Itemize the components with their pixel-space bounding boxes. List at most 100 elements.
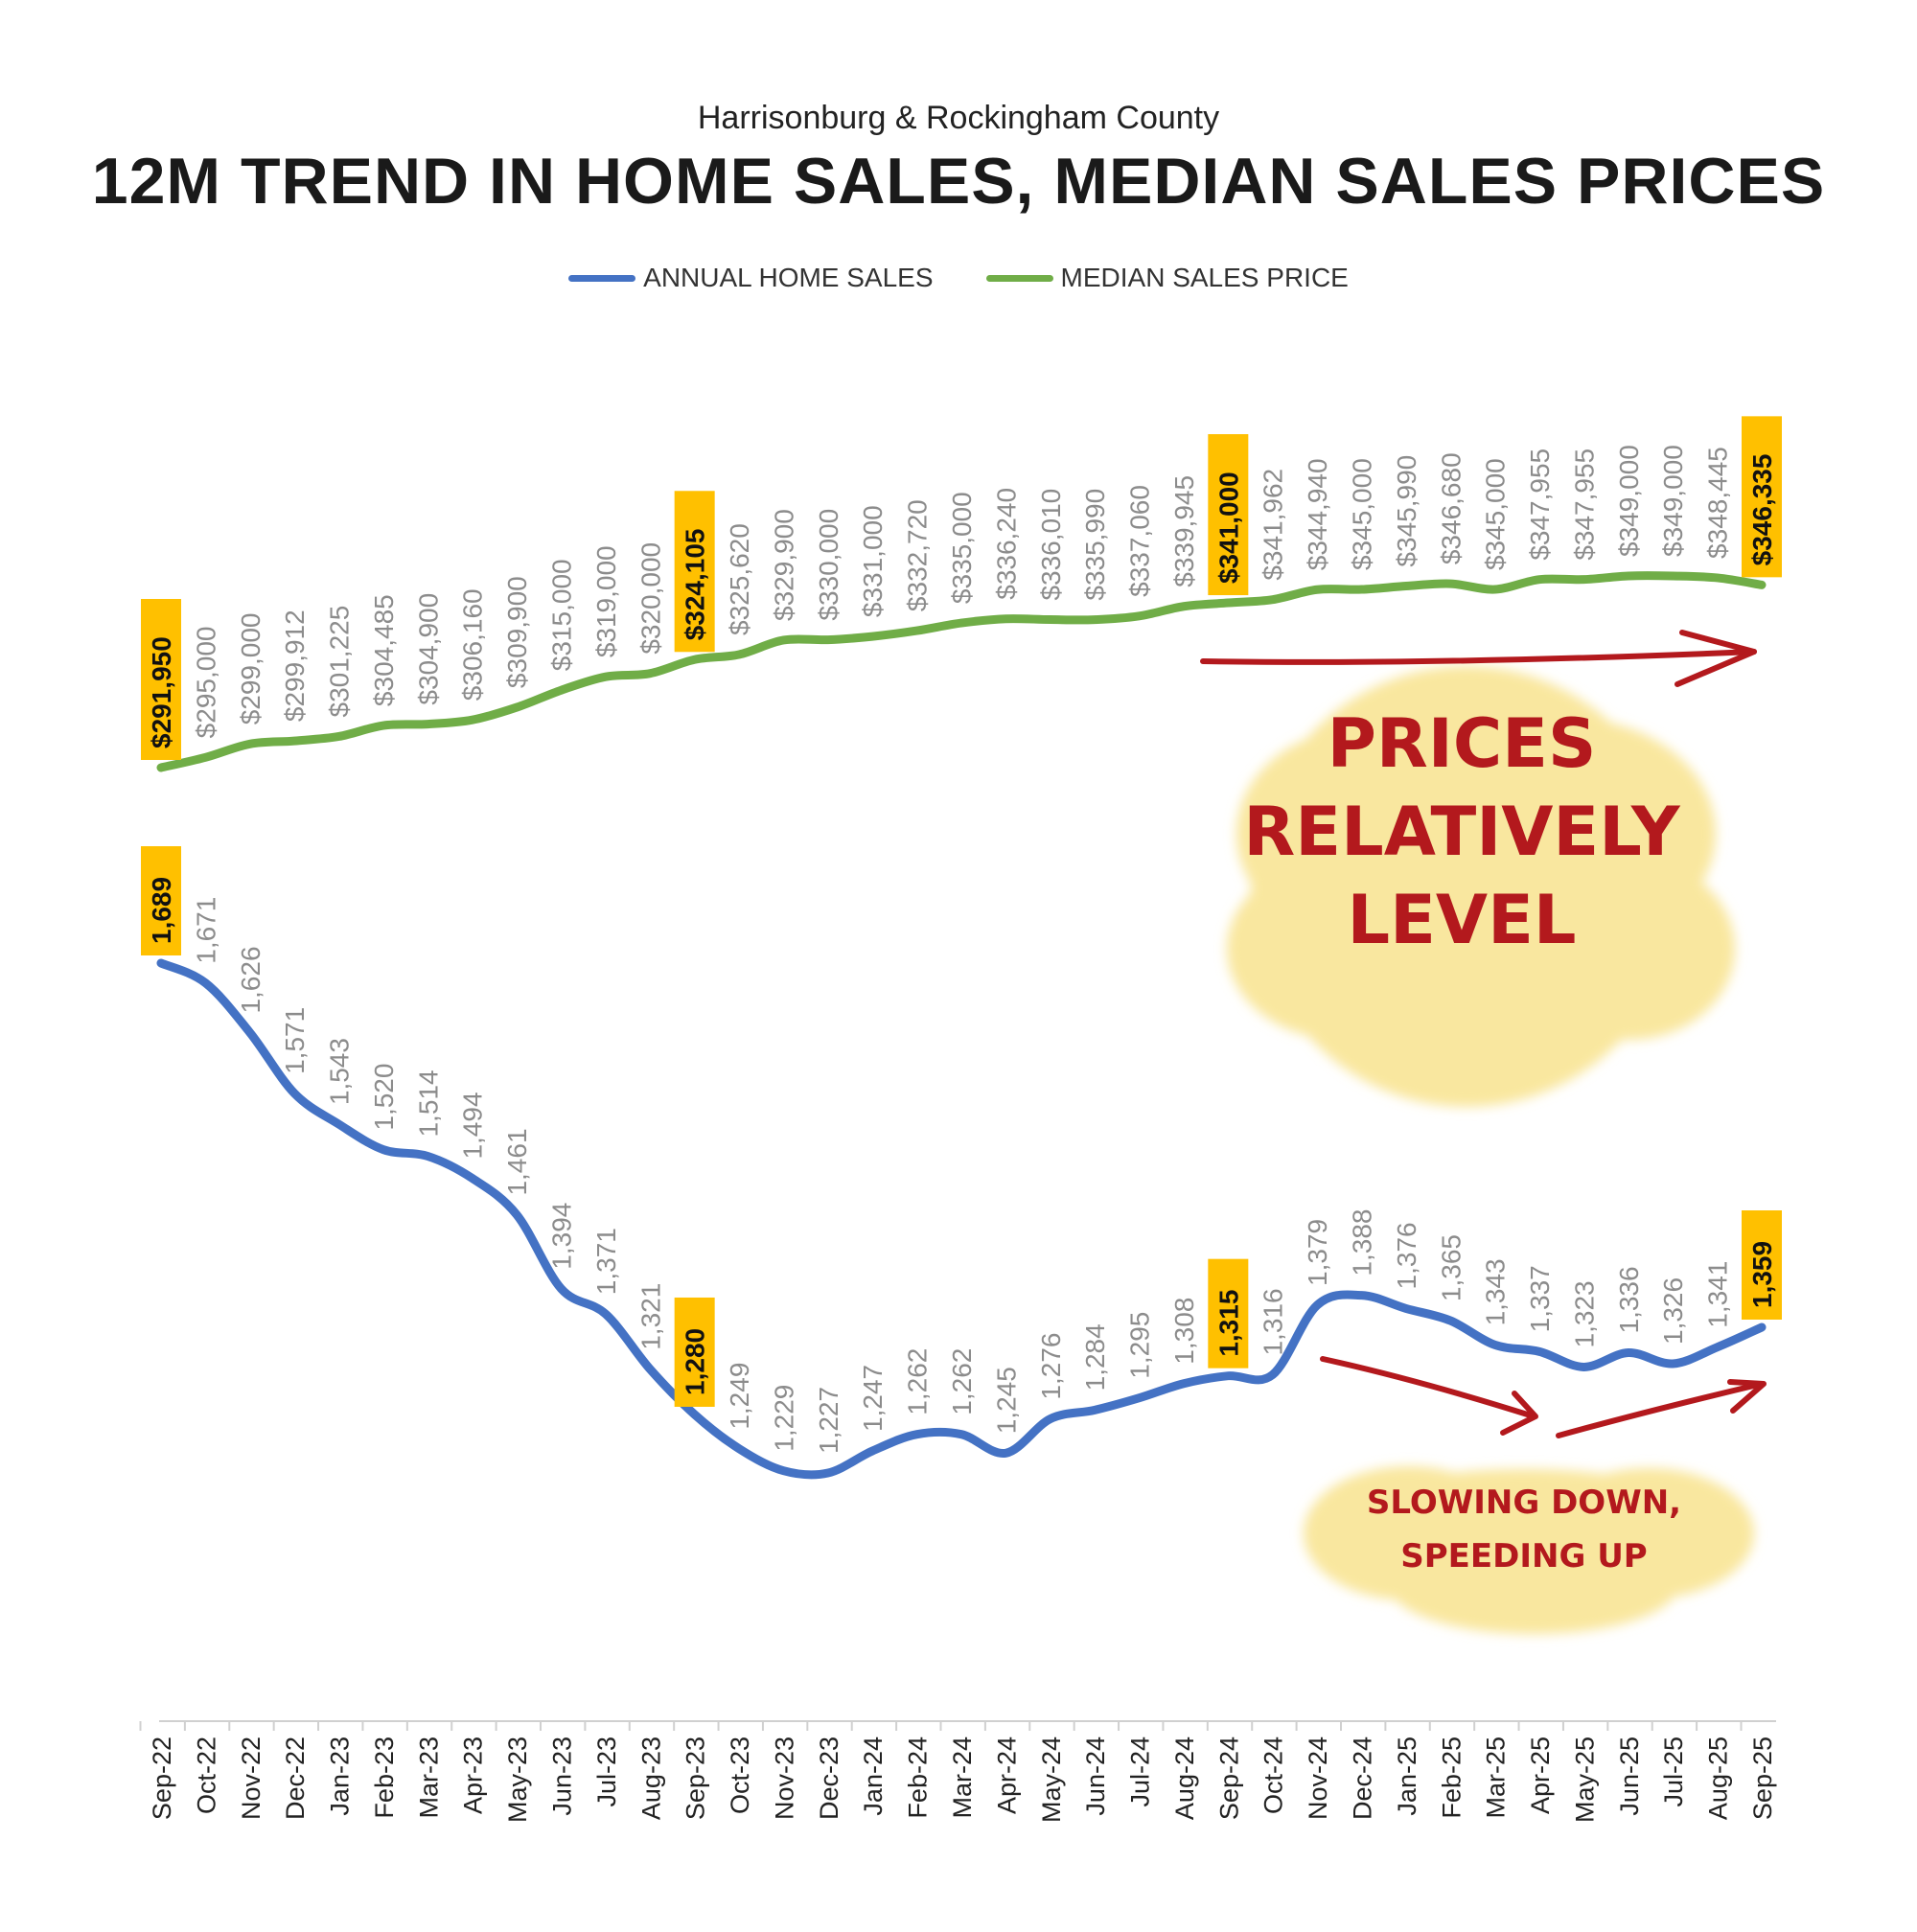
x-axis-tick-label-2: Nov-22: [237, 1736, 266, 1820]
data-label-sales-29: 1,365: [1436, 1234, 1466, 1301]
data-label-price-30: $345,000: [1481, 458, 1511, 570]
x-axis-tick-label-28: Jan-25: [1393, 1736, 1421, 1816]
data-label-sales-26: 1,379: [1303, 1219, 1332, 1286]
sales-note-line-2: SPEEDING UP: [1400, 1537, 1648, 1576]
x-axis-tick-label-34: Jul-25: [1659, 1736, 1688, 1807]
x-axis-tick-label-24: Sep-24: [1214, 1736, 1243, 1820]
data-label-price-11: $320,000: [635, 542, 665, 655]
sales-note-line-1: SLOWING DOWN,: [1366, 1484, 1682, 1522]
data-label-price-16: $331,000: [858, 505, 888, 617]
legend-item-price: MEDIAN SALES PRICE: [985, 263, 1349, 293]
data-label-price-20: $336,010: [1036, 489, 1066, 601]
data-label-sales-12: 1,280: [681, 1328, 710, 1395]
data-label-price-0: $291,950: [147, 636, 176, 748]
data-label-price-34: $349,000: [1658, 445, 1688, 557]
data-label-price-22: $337,060: [1125, 485, 1155, 597]
data-label-sales-5: 1,520: [369, 1064, 399, 1131]
x-axis-tick-label-33: Jun-25: [1615, 1736, 1644, 1816]
data-label-price-12: $324,105: [681, 528, 710, 640]
data-label-price-10: $319,000: [591, 545, 621, 657]
data-label-price-17: $332,720: [903, 499, 933, 611]
x-axis-tick-label-31: Apr-25: [1526, 1736, 1555, 1814]
data-label-price-4: $301,225: [325, 606, 355, 718]
data-label-price-1: $295,000: [191, 627, 220, 739]
data-label-sales-1: 1,671: [191, 897, 220, 964]
data-label-price-23: $339,945: [1169, 475, 1199, 587]
data-label-sales-23: 1,308: [1169, 1298, 1199, 1365]
data-label-sales-22: 1,295: [1125, 1312, 1155, 1379]
data-label-sales-0: 1,689: [147, 877, 176, 944]
data-label-price-33: $349,000: [1614, 445, 1644, 557]
prices-arrow-shaft: [1200, 649, 1757, 665]
data-label-price-35: $348,445: [1703, 447, 1733, 559]
x-axis-tick-label-27: Dec-24: [1349, 1736, 1377, 1820]
data-label-price-5: $304,485: [369, 594, 399, 706]
data-label-price-13: $325,620: [725, 523, 754, 635]
data-label-sales-8: 1,461: [502, 1128, 532, 1195]
prices-arrow-head: [1674, 630, 1757, 687]
chart-title: 12M TREND IN HOME SALES, MEDIAN SALES PR…: [91, 145, 1826, 218]
x-axis-tick-label-8: May-23: [503, 1736, 532, 1823]
data-label-sales-21: 1,284: [1080, 1323, 1110, 1391]
series-line-sales: [156, 958, 1767, 1480]
data-label-sales-13: 1,249: [725, 1363, 754, 1430]
legend-label-price: MEDIAN SALES PRICE: [1060, 263, 1349, 292]
speeding-arrow-shaft: [1556, 1381, 1765, 1438]
data-label-sales-33: 1,336: [1614, 1266, 1644, 1333]
data-label-sales-30: 1,343: [1481, 1258, 1511, 1325]
data-label-highlight-price-24: [1208, 434, 1249, 596]
data-label-price-27: $345,000: [1348, 458, 1377, 570]
slowing-down-speeding-up-note: SLOWING DOWN, SPEEDING UP: [1328, 1476, 1721, 1583]
x-axis-tick-label-9: Jun-23: [548, 1736, 577, 1816]
x-axis-tick-label-21: Jun-24: [1081, 1736, 1110, 1816]
data-label-sales-7: 1,494: [458, 1092, 488, 1159]
x-axis-tick-label-26: Nov-24: [1304, 1736, 1332, 1820]
data-label-sales-9: 1,394: [547, 1203, 577, 1270]
data-label-sales-10: 1,371: [591, 1228, 621, 1295]
x-axis-tick-label-25: Oct-24: [1259, 1736, 1288, 1814]
x-axis-tick-label-13: Oct-23: [726, 1736, 754, 1814]
data-label-price-2: $299,000: [236, 612, 266, 724]
x-axis-tick-label-16: Jan-24: [859, 1736, 888, 1816]
x-axis-tick-label-4: Jan-23: [326, 1736, 355, 1816]
data-label-sales-15: 1,227: [814, 1387, 843, 1454]
x-axis-tick-label-14: Nov-23: [770, 1736, 798, 1820]
data-label-sales-2: 1,626: [236, 946, 266, 1013]
data-label-price-19: $336,240: [991, 488, 1021, 600]
x-axis-tick-label-11: Aug-23: [636, 1736, 665, 1820]
data-label-price-9: $315,000: [547, 559, 577, 671]
sales-note-highlight: [1304, 1466, 1754, 1634]
data-label-price-36: $346,335: [1747, 454, 1777, 566]
data-label-sales-3: 1,571: [280, 1007, 310, 1074]
data-label-highlight-price-36: [1742, 416, 1782, 578]
x-axis-tick-label-3: Dec-22: [281, 1736, 310, 1820]
x-axis-tick-label-17: Feb-24: [904, 1736, 933, 1819]
x-axis-tick-label-15: Dec-23: [815, 1736, 843, 1820]
x-axis-tick-label-36: Sep-25: [1748, 1736, 1777, 1820]
prices-note-line-3: LEVEL: [1347, 881, 1577, 959]
data-label-price-18: $335,000: [947, 492, 977, 604]
x-axis-tick-label-5: Feb-23: [370, 1736, 399, 1819]
data-label-price-32: $347,955: [1569, 448, 1599, 561]
data-label-sales-36: 1,359: [1747, 1241, 1777, 1308]
legend-label-sales: ANNUAL HOME SALES: [643, 263, 934, 292]
prices-relatively-level-note: PRICES RELATIVELY LEVEL: [1236, 700, 1687, 964]
data-label-price-8: $309,900: [502, 576, 532, 688]
data-label-sales-18: 1,262: [947, 1348, 977, 1415]
data-label-price-31: $347,955: [1525, 448, 1555, 561]
data-label-sales-35: 1,341: [1703, 1261, 1733, 1328]
data-label-sales-4: 1,543: [325, 1038, 355, 1105]
data-label-price-15: $330,000: [814, 509, 843, 621]
data-label-price-25: $341,962: [1259, 469, 1288, 581]
x-axis-tick-label-22: Jul-24: [1126, 1736, 1155, 1807]
slowing-arrow-shaft: [1320, 1356, 1536, 1419]
data-label-highlight-price-0: [141, 599, 181, 760]
x-axis-tick-label-10: Jul-23: [592, 1736, 621, 1807]
x-axis-tick-label-20: May-24: [1037, 1736, 1066, 1823]
data-label-price-26: $344,940: [1303, 458, 1332, 570]
data-label-sales-24: 1,315: [1213, 1290, 1243, 1357]
prices-note-highlight: [1227, 666, 1735, 1107]
data-label-sales-16: 1,247: [858, 1365, 888, 1432]
x-axis-tick-label-30: Mar-25: [1482, 1736, 1511, 1819]
